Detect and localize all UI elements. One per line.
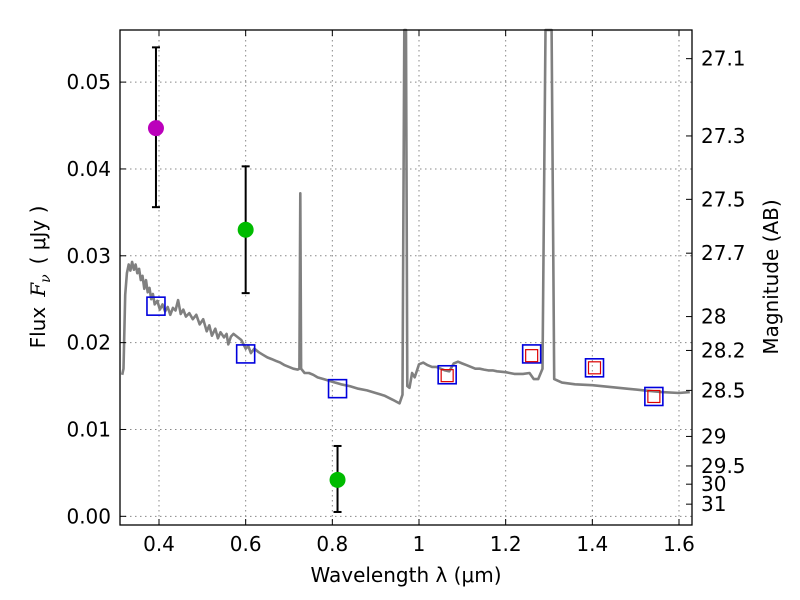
model-photometry-square — [437, 364, 457, 385]
model-photometry-square — [327, 378, 348, 399]
model-photometry-square — [235, 344, 256, 364]
y-axis-label-units: ( μJy ) — [26, 206, 50, 265]
tick-layer: 0.4 0.6 0.8 1 1.2 1.4 1.6 0.00 0.01 0.02 0.03 0.04 0… — [66, 30, 746, 556]
model-photometry-square — [146, 296, 166, 316]
y-tick-label: 0.00 — [66, 504, 111, 528]
magnitude-tick-label: 28 — [701, 305, 726, 329]
detection-point — [147, 120, 164, 137]
magnitude-tick-label: 31 — [701, 492, 726, 516]
magnitude-tick-label: 29.5 — [701, 454, 746, 478]
y-tick-label: 0.03 — [66, 244, 111, 268]
magnitude-tick-label: 27.7 — [701, 241, 746, 265]
y-axis-label-symbol: F — [26, 282, 50, 298]
magnitude-tick-label: 28.5 — [701, 378, 746, 402]
x-tick-label: 0.8 — [316, 532, 348, 556]
y-tick-label: 0.02 — [66, 331, 111, 355]
magnitude-tick-label: 27.1 — [701, 47, 746, 71]
model-photometry-square — [521, 344, 542, 364]
observed-photometry-square — [647, 389, 661, 404]
y-axis-label: Flux Fν ( μJy ) — [26, 206, 54, 349]
detection-point — [237, 221, 254, 238]
magnitude-tick-label: 28.2 — [701, 338, 746, 362]
y-tick-label: 0.01 — [66, 417, 111, 441]
x-tick-label: 1.4 — [576, 532, 608, 556]
detection-point — [329, 471, 346, 488]
x-axis-label: Wavelength λ (μm) — [310, 563, 501, 587]
observed-photometry-square — [525, 349, 539, 363]
model-sed-line — [120, 28, 690, 405]
observed-photometry-square — [440, 369, 454, 383]
y-axis-label-text: Flux — [26, 307, 50, 349]
model-photometry-square — [644, 386, 664, 407]
x-tick-label: 1.2 — [490, 532, 522, 556]
y-axis-label-subscript: ν — [38, 274, 54, 283]
x-tick-label: 1 — [413, 532, 426, 556]
series-layer — [120, 28, 690, 513]
magnitude-tick-label: 27.3 — [701, 124, 746, 148]
x-tick-label: 1.6 — [663, 532, 695, 556]
model-photometry-square — [584, 358, 605, 378]
x-tick-label: 0.6 — [230, 532, 262, 556]
y-tick-label: 0.04 — [66, 157, 111, 181]
magnitude-tick-label: 30 — [701, 472, 726, 496]
y-tick-label: 0.05 — [66, 70, 111, 94]
observed-photometry-square — [587, 361, 602, 375]
right-axis-label: Magnitude (AB) — [759, 199, 783, 354]
magnitude-tick-label: 27.5 — [701, 187, 746, 211]
magnitude-tick-label: 29 — [701, 424, 726, 448]
plot-frame — [119, 29, 693, 526]
x-tick-label: 0.4 — [143, 532, 175, 556]
